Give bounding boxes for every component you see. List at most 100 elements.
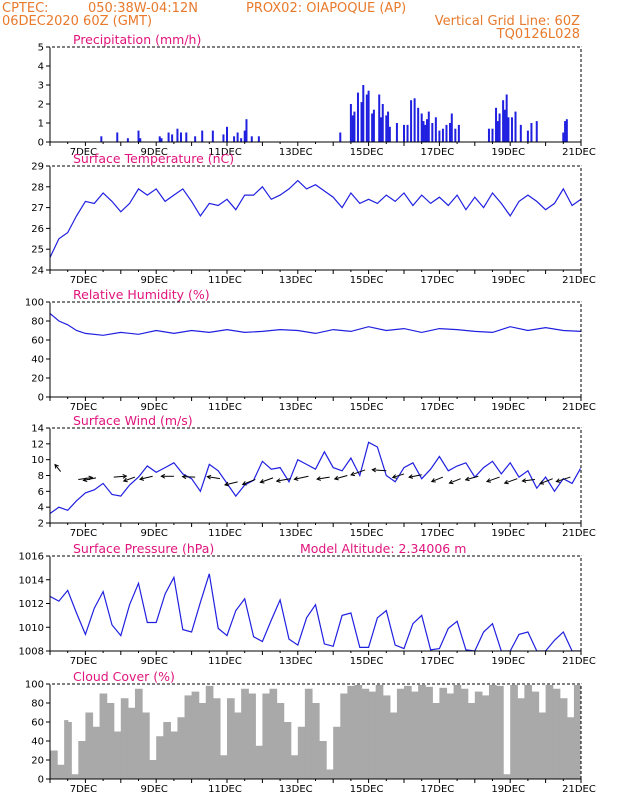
wind-arrow [123,476,136,482]
panel-rh: Relative Humidity (%) 0 20 40 60 80 100 7DEC 9DE… [25,287,596,413]
precip-bar [351,115,354,142]
panel-title-cloud: Cloud Cover (%) [73,669,175,684]
cloud-bar [255,745,263,779]
precip-bar [381,104,384,142]
y-tick-label: 2 [38,519,44,530]
precip-bar [406,124,409,142]
cloud-bar [248,693,256,779]
precip-bar [139,138,142,142]
precip-bar [438,130,441,142]
x-tick-label: 13DEC [279,528,313,539]
precip-bar [137,130,140,142]
cloud-bar [396,688,405,779]
y-tick-label: 12 [31,439,44,450]
precip-bar [257,136,260,142]
cloud-bar [531,691,540,779]
precip-bar [240,138,243,142]
cloud-bar [319,741,327,779]
precip-bar [194,136,197,142]
x-tick-label: 11DEC [208,656,242,667]
wind-arrow-head [82,477,88,483]
cloud-bar [219,755,228,779]
precip-bar [339,132,342,142]
x-tick-label: 17DEC [421,656,455,667]
precip-bar [514,111,517,142]
cloud-bar [340,693,348,779]
panel-frame-rh [49,301,582,398]
wind-arrow [139,475,153,480]
cloud-bar [283,722,292,779]
x-tick-label: 13DEC [279,402,313,413]
y-tick-label: 0 [38,393,44,404]
precip-bar [491,128,494,142]
x-tick-label: 13DEC [279,275,313,286]
x-tick-label: 13DEC [279,784,313,795]
x-tick-label: 9DEC [141,528,168,539]
precip-bar [158,136,161,142]
cloud-bar [57,764,65,779]
precip-bar [507,117,510,142]
wind-arrow [54,464,62,472]
wind-arrow-head [350,471,356,477]
cloud-bar [78,741,86,779]
x-tick-label: 15DEC [350,656,384,667]
wind-arrow [316,476,330,480]
x-tick-label: 11DEC [208,275,242,286]
wind-arrow [242,478,256,485]
x-tick-label: 21DEC [562,656,596,667]
series-cloud [50,684,581,779]
precip-bar [360,102,363,142]
x-tick-label: 19DEC [491,528,525,539]
x-tick-label: 17DEC [421,402,455,413]
wind-arrow [522,478,536,482]
precip-bar [371,113,374,142]
wind-arrow [224,481,238,486]
panel-title-wind: Surface Wind (m/s) [73,413,193,428]
y-tick-label: 8 [38,471,44,482]
precip-bar [445,124,448,142]
cloud-bar [411,691,419,779]
panel-pres: Surface Pressure (hPa) Model Altitude: 2.… [19,541,596,667]
cloud-bar [538,712,547,779]
wind-arrow-head [430,478,436,483]
cloud-bar [375,684,384,779]
wind-arrow [409,474,422,478]
precip-bar [395,123,398,142]
precip-bar [365,94,368,142]
cloud-bar [234,712,242,779]
panel-title-precip: Precipitation (mm/h) [73,32,201,47]
precip-bar [176,128,179,142]
y-tick-label: 40 [31,355,44,366]
x-tick-label: 17DEC [421,528,455,539]
wind-arrow-head [224,481,230,487]
cloud-bar [354,684,363,779]
precip-bar [424,124,427,142]
panel-wind: Surface Wind (m/s) 2 4 6 8 10 12 14 7DEC 9DEC 11DE… [31,413,596,539]
precip-bar [388,126,391,142]
cloud-bar [177,717,186,779]
x-tick-label: 9DEC [141,784,168,795]
precip-bar [496,121,499,142]
cloud-bar [269,688,278,779]
precip-bar [349,104,352,142]
cloud-bar [333,726,341,779]
x-tick-label: 19DEC [491,275,525,286]
x-tick-label: 19DEC [491,784,525,795]
precip-bar [167,132,170,142]
x-tick-label: 11DEC [208,402,242,413]
wind-arrow [504,478,518,484]
cloud-bar [276,703,285,779]
y-tick-label: 14 [31,424,44,435]
cloud-bar [127,707,136,779]
y-tick-label: 1014 [19,575,44,586]
series-precip [100,85,568,142]
precip-bar [226,126,228,142]
wind-arrow-head [521,478,527,483]
wind-arrow [182,476,196,478]
x-tick-label: 13DEC [279,656,313,667]
y-tick-label: 4 [38,62,44,73]
header-source: CPTEC: [2,1,49,16]
wind-arrow-head [122,473,128,479]
wind-arrow-head [275,478,281,483]
